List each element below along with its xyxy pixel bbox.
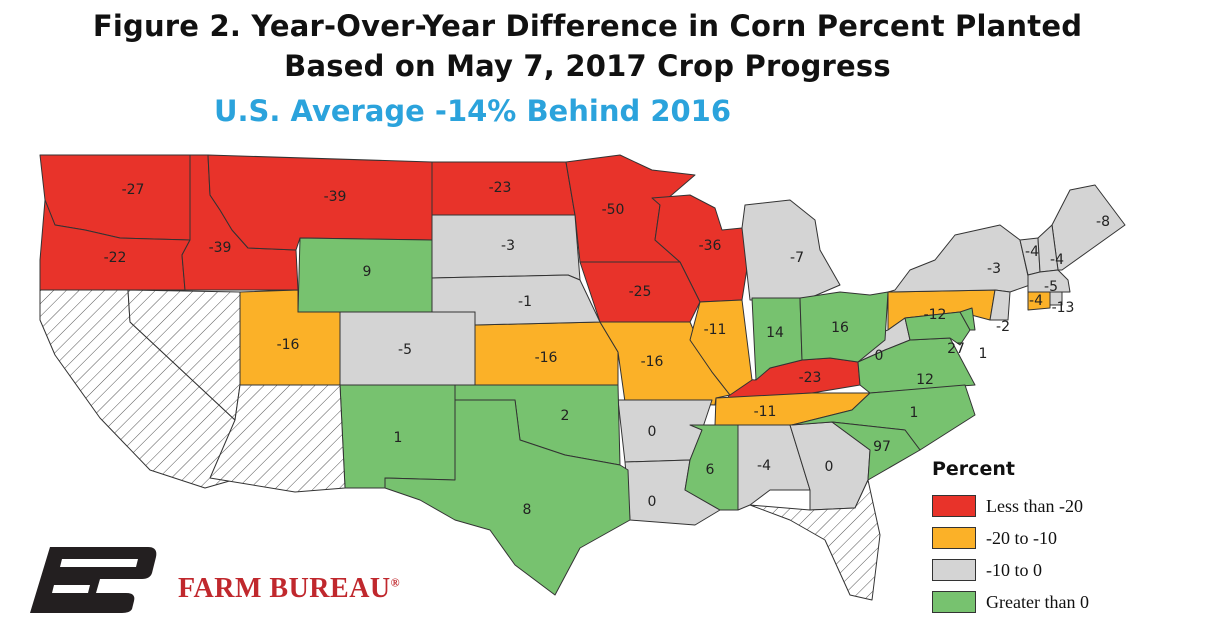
state-il [689, 299, 753, 396]
state-value-nj: -2 [996, 319, 1010, 335]
state-az [209, 384, 346, 493]
legend-item-20-to-10: -20 to -10 [932, 522, 1089, 554]
state-value-nc: 1 [910, 405, 919, 421]
legend-label: -10 to 0 [986, 559, 1042, 580]
state-value-mn: -50 [602, 202, 625, 218]
legend-item-greater-than-0: Greater than 0 [932, 586, 1089, 618]
state-ri [1049, 291, 1063, 306]
figure-title: Figure 2. Year-Over-Year Difference in C… [92, 9, 1083, 43]
figure-title-line2: Based on May 7, 2017 Crop Progress [284, 49, 891, 83]
state-de [959, 307, 976, 331]
state-value-ky: -23 [799, 370, 822, 386]
state-value-wv: 0 [875, 348, 884, 364]
state-value-id: -39 [209, 240, 232, 256]
state-value-ia: -25 [629, 284, 652, 300]
legend-label: -20 to -10 [986, 527, 1057, 548]
state-nj [989, 289, 1011, 321]
state-value-vt: -4 [1025, 244, 1039, 260]
state-ny [887, 224, 1031, 293]
state-value-mo: -16 [641, 354, 664, 370]
state-va [857, 337, 976, 394]
state-value-or: -22 [104, 250, 127, 266]
state-value-ny: -3 [987, 261, 1001, 277]
state-sc [831, 421, 921, 481]
state-value-mt: -39 [324, 189, 347, 205]
legend: Percent Less than -20 -20 to -10 -10 to … [932, 458, 1089, 618]
state-value-ne: -1 [518, 294, 532, 310]
state-value-nh: -4 [1050, 252, 1064, 268]
state-in [751, 297, 803, 381]
legend-swatch-red [932, 495, 976, 517]
state-value-ri: -4 [1029, 293, 1043, 309]
figure-subtitle: U.S. Average -14% Behind 2016 [213, 94, 732, 128]
state-value-sd: -3 [501, 238, 515, 254]
state-value-ga: 0 [825, 459, 834, 475]
brand-text: FARM BUREAU [178, 573, 391, 604]
state-value-in: 14 [766, 325, 784, 341]
legend-swatch-orange [932, 527, 976, 549]
brand-name: FARM BUREAU® [178, 573, 400, 605]
state-mi [741, 199, 841, 301]
legend-item-10-to-0: -10 to 0 [932, 554, 1089, 586]
legend-label: Greater than 0 [986, 591, 1089, 612]
state-value-al: -4 [757, 458, 771, 474]
state-value-wa: -27 [122, 182, 145, 198]
state-value-ks: -16 [535, 350, 558, 366]
state-value-ut: -16 [277, 337, 300, 353]
state-value-de: 1 [979, 346, 988, 362]
state-value-tn: -11 [754, 404, 777, 420]
state-value-ms: 6 [706, 462, 715, 478]
state-value-oh: 16 [831, 320, 849, 336]
state-value-me: -8 [1096, 214, 1110, 230]
legend-label: Less than -20 [986, 495, 1083, 516]
state-value-wy: 9 [363, 264, 372, 280]
state-value-la: 0 [648, 494, 657, 510]
state-wy [297, 237, 433, 313]
state-value-mi: -7 [790, 250, 804, 266]
state-value-ar: 0 [648, 424, 657, 440]
state-value-wi: -36 [699, 238, 722, 254]
legend-swatch-gray [932, 559, 976, 581]
state-oh [799, 291, 889, 363]
state-value-ok: 2 [561, 408, 570, 424]
state-tx [384, 399, 631, 596]
state-value-ma: -5 [1044, 279, 1058, 295]
state-wi [651, 194, 749, 303]
state-value-ct: -13 [1052, 300, 1075, 316]
state-value-tx: 8 [523, 502, 532, 518]
registered-mark: ® [390, 575, 401, 590]
state-value-pa: -12 [924, 307, 947, 323]
farm-bureau-logo-icon [30, 547, 157, 613]
state-value-md: 27 [947, 341, 965, 357]
legend-swatch-green [932, 591, 976, 613]
state-value-sc: 97 [873, 439, 891, 455]
state-value-il: -11 [704, 322, 727, 338]
state-value-nm: 1 [394, 430, 403, 446]
state-value-va: 12 [916, 372, 934, 388]
state-fl [749, 479, 881, 601]
legend-item-less-than-20: Less than -20 [932, 490, 1089, 522]
state-value-co: -5 [398, 342, 412, 358]
state-ia [579, 261, 701, 323]
state-mt [207, 154, 433, 251]
state-ms [684, 424, 739, 511]
legend-title: Percent [932, 458, 1015, 480]
state-value-nd: -23 [489, 180, 512, 196]
state-ma [1027, 269, 1071, 293]
